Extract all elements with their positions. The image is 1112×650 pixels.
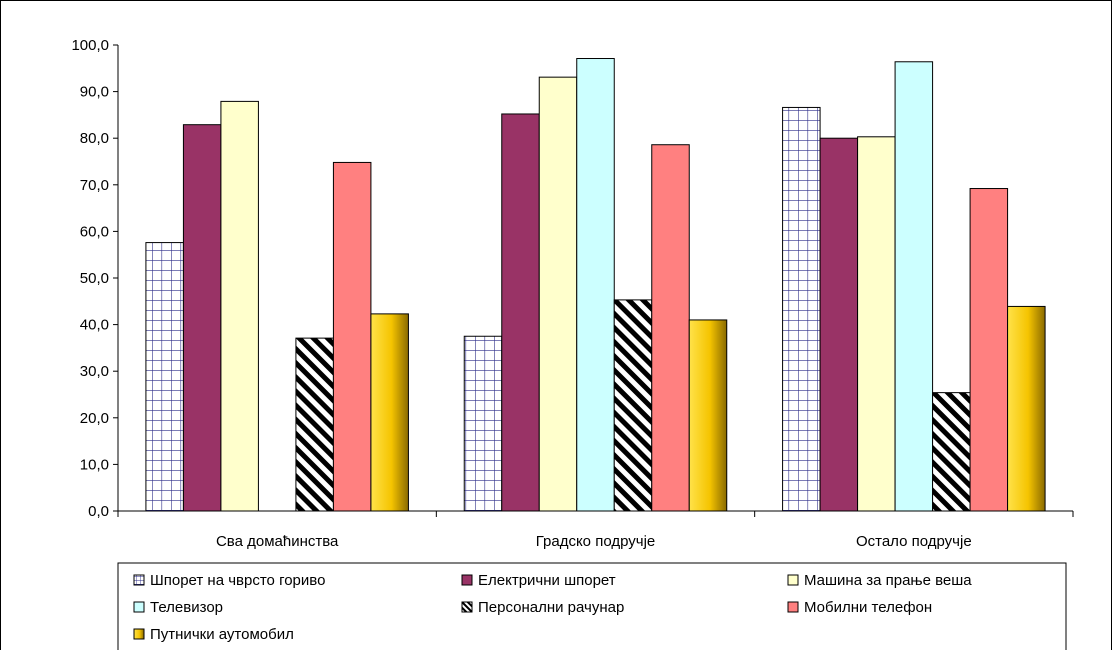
legend-swatch: [787, 574, 799, 586]
legend-label: Електрични шпорет: [478, 572, 616, 589]
bar: [332, 161, 372, 512]
legend-swatch: [461, 601, 473, 613]
legend-swatch: [787, 601, 799, 613]
y-tick-label: 100,0: [71, 37, 109, 54]
y-tick-label: 60,0: [80, 223, 109, 240]
legend-label: Машина за прање веша: [804, 572, 972, 589]
legend-swatch: [133, 628, 145, 640]
y-tick-label: 80,0: [80, 130, 109, 147]
legend-label: Мобилни телефон: [804, 599, 932, 616]
bar: [576, 58, 615, 512]
bar: [782, 106, 821, 512]
bar: [688, 319, 728, 512]
y-tick-label: 70,0: [80, 177, 109, 194]
legend-label: Путнички аутомобил: [150, 626, 294, 643]
bar: [145, 242, 184, 512]
bar: [1007, 305, 1046, 512]
y-tick-label: 30,0: [80, 363, 109, 380]
bar: [501, 113, 540, 512]
bar: [894, 61, 934, 512]
y-tick-label: 10,0: [80, 456, 109, 473]
bar: [969, 188, 1009, 512]
bar: [295, 337, 334, 512]
y-tick-label: 40,0: [80, 317, 109, 334]
bar: [651, 144, 690, 512]
x-tick-label: Сва домаћинства: [216, 533, 339, 550]
x-tick-label: Остало подручје: [856, 533, 972, 550]
legend-swatch: [133, 574, 145, 586]
legend-label: Шпорет на чврсто гориво: [150, 572, 325, 589]
axes: 0,0 10,0 20,0 30,0 40,0 50,0 60,0 70,0 80,0 90,0 1…: [71, 37, 1074, 550]
legend-label: Персонални рачунар: [478, 599, 624, 616]
bar: [932, 392, 971, 512]
legend-swatch: [133, 601, 145, 613]
y-tick-label: 50,0: [80, 270, 109, 287]
bar: [463, 335, 503, 512]
bar: [370, 313, 409, 512]
legend: Шпорет на чврсто гориво Електрични шпорет…: [117, 562, 1067, 650]
legend-box: [117, 562, 1067, 650]
bar: [857, 136, 896, 512]
bar: [182, 124, 222, 512]
legend-label: Телевизор: [150, 599, 223, 616]
y-tick-label: 90,0: [80, 84, 109, 101]
y-tick-label: 0,0: [88, 503, 109, 520]
bar: [220, 100, 259, 512]
y-tick-label: 20,0: [80, 410, 109, 427]
legend-swatch: [461, 574, 473, 586]
bars: [145, 58, 1046, 512]
bar: [613, 299, 653, 512]
x-tick-label: Градско подручје: [536, 533, 656, 550]
bar: [538, 76, 578, 512]
bar: [819, 137, 859, 512]
